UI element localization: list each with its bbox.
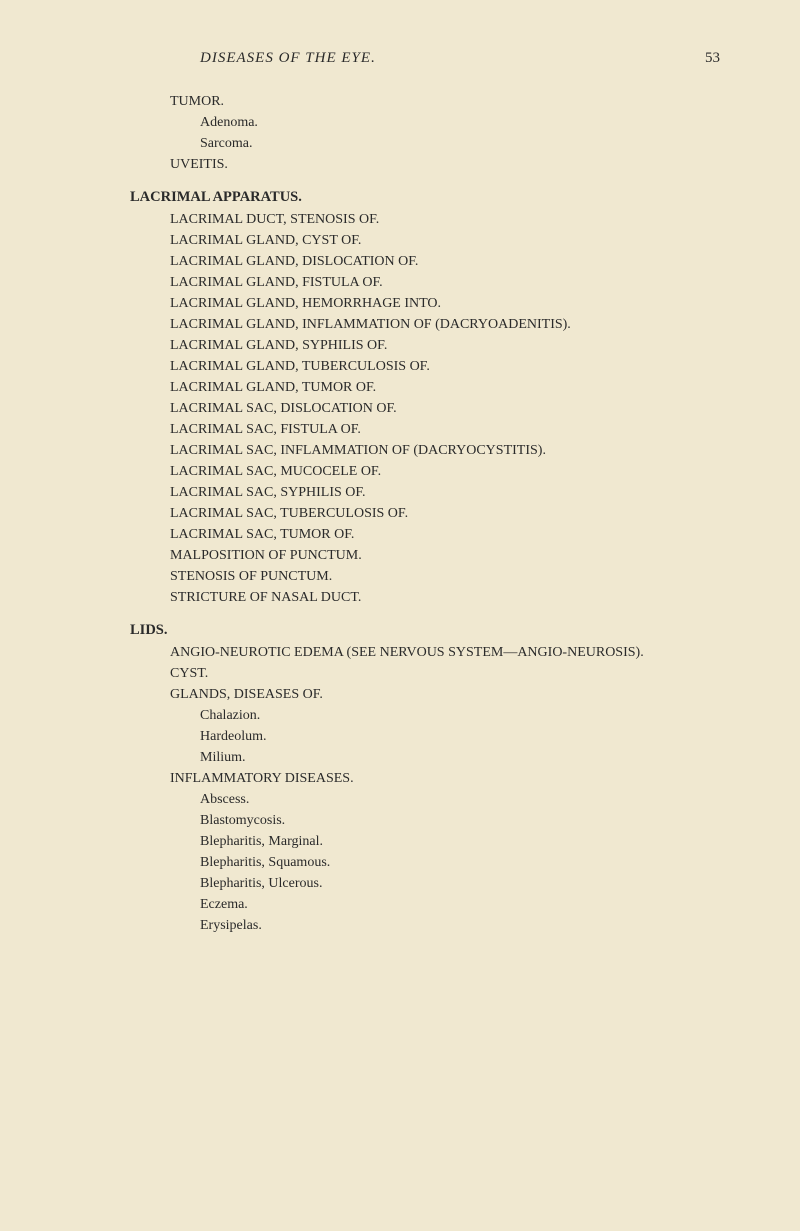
entry-level-1: Sarcoma. [200, 133, 720, 154]
entry-level-1: Adenoma. [200, 112, 720, 133]
entry-level-0: LACRIMAL SAC, SYPHILIS OF. [170, 482, 720, 503]
entry-level-1: Blepharitis, Squamous. [200, 852, 720, 873]
entry-level-0: LACRIMAL SAC, TUBERCULOSIS OF. [170, 503, 720, 524]
entry-level-0: LACRIMAL GLAND, TUMOR OF. [170, 377, 720, 398]
entry-level-0: LACRIMAL GLAND, TUBERCULOSIS OF. [170, 356, 720, 377]
entry-level-0: LACRIMAL GLAND, SYPHILIS OF. [170, 335, 720, 356]
entry-level-0: TUMOR. [170, 91, 720, 112]
entry-level-0: MALPOSITION OF PUNCTUM. [170, 545, 720, 566]
entry-level-0: UVEITIS. [170, 154, 720, 175]
entry-level-1: Blastomycosis. [200, 810, 720, 831]
entry-level-0: ANGIO-NEUROTIC EDEMA (SEE NERVOUS SYSTEM… [170, 642, 720, 663]
entry-level-0: STRICTURE OF NASAL DUCT. [170, 587, 720, 608]
entry-level-1: Blepharitis, Marginal. [200, 831, 720, 852]
entry-level-0: STENOSIS OF PUNCTUM. [170, 566, 720, 587]
content-body: TUMOR.Adenoma.Sarcoma.UVEITIS. LACRIMAL A… [130, 91, 720, 936]
entry-level-1: Hardeolum. [200, 726, 720, 747]
entry-level-0: LACRIMAL GLAND, FISTULA OF. [170, 272, 720, 293]
entry-level-0: LACRIMAL GLAND, HEMORRHAGE INTO. [170, 293, 720, 314]
entry-level-1: Abscess. [200, 789, 720, 810]
entry-level-0: LACRIMAL GLAND, CYST OF. [170, 230, 720, 251]
section-heading: LACRIMAL APPARATUS. [130, 187, 720, 209]
entry-level-0: CYST. [170, 663, 720, 684]
entry-level-0: LACRIMAL SAC, FISTULA OF. [170, 419, 720, 440]
entry-level-1: Blepharitis, Ulcerous. [200, 873, 720, 894]
entry-level-0: LACRIMAL DUCT, STENOSIS OF. [170, 209, 720, 230]
entry-level-0: LACRIMAL GLAND, DISLOCATION OF. [170, 251, 720, 272]
entry-level-0: LACRIMAL SAC, INFLAMMATION OF (DACRYOCYS… [170, 440, 720, 461]
entry-level-1: Milium. [200, 747, 720, 768]
entry-level-0: LACRIMAL GLAND, INFLAMMATION OF (DACRYOA… [170, 314, 720, 335]
page-header: DISEASES OF THE EYE. 53 [130, 50, 720, 67]
entry-level-0: GLANDS, DISEASES OF. [170, 684, 720, 705]
entry-level-1: Erysipelas. [200, 915, 720, 936]
section-heading: LIDS. [130, 620, 720, 642]
entry-level-0: LACRIMAL SAC, TUMOR OF. [170, 524, 720, 545]
page-number: 53 [705, 50, 720, 67]
entry-level-1: Eczema. [200, 894, 720, 915]
entry-level-0: LACRIMAL SAC, DISLOCATION OF. [170, 398, 720, 419]
page-container: DISEASES OF THE EYE. 53 TUMOR.Adenoma.Sa… [0, 0, 800, 1231]
header-title: DISEASES OF THE EYE. [200, 50, 376, 67]
entry-level-0: LACRIMAL SAC, MUCOCELE OF. [170, 461, 720, 482]
entry-level-0: INFLAMMATORY DISEASES. [170, 768, 720, 789]
entry-level-1: Chalazion. [200, 705, 720, 726]
